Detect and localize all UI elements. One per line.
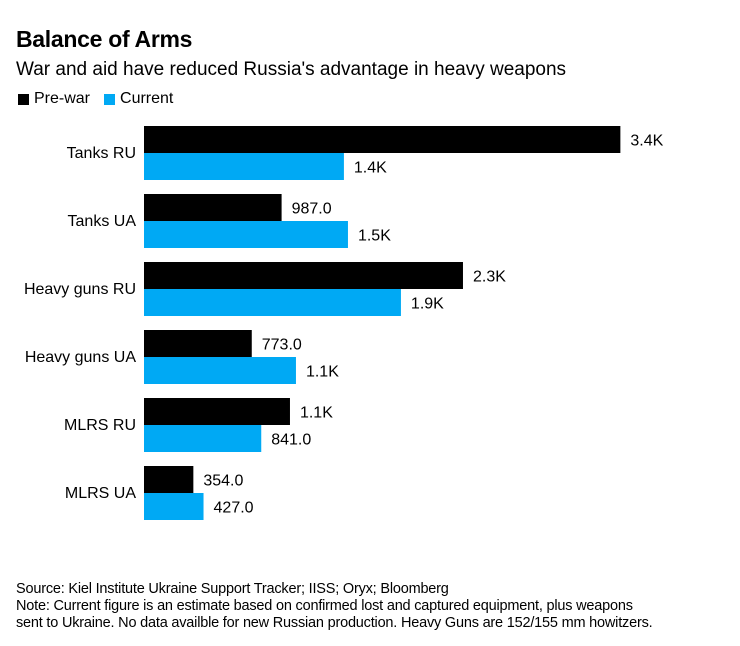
footnote-line-2: sent to Ukraine. No data availble for ne… xyxy=(16,615,653,631)
bar-tanks-ru-current xyxy=(144,153,344,180)
bar-tanks-ru-pre-war xyxy=(144,126,621,153)
legend: Pre-war Current xyxy=(18,90,187,108)
legend-label-pre-war: Pre-war xyxy=(34,90,91,107)
bar-mlrs-ru-pre-war xyxy=(144,398,290,425)
footnote-line-1: Note: Current figure is an estimate base… xyxy=(16,598,633,614)
bar-tanks-ua-pre-war xyxy=(144,194,282,221)
bar-mlrs-ua-pre-war xyxy=(144,466,194,493)
data-label-mlrs-ua-pre-war: 354.0 xyxy=(203,473,243,490)
legend-swatch-pre-war xyxy=(18,93,29,105)
data-label-tanks-ua-current: 1.5K xyxy=(358,228,391,245)
data-label-heavy-guns-ru-current: 1.9K xyxy=(411,296,444,313)
category-label-mlrs-ua: MLRS UA xyxy=(65,485,136,502)
data-label-heavy-guns-ua-current: 1.1K xyxy=(306,364,339,381)
data-label-tanks-ua-pre-war: 987.0 xyxy=(292,201,332,218)
category-label-tanks-ua: Tanks UA xyxy=(68,213,137,230)
legend-label-current: Current xyxy=(120,90,174,107)
category-label-heavy-guns-ua: Heavy guns UA xyxy=(25,349,136,366)
category-label-heavy-guns-ru: Heavy guns RU xyxy=(24,281,136,298)
bar-heavy-guns-ua-pre-war xyxy=(144,330,252,357)
data-label-heavy-guns-ua-pre-war: 773.0 xyxy=(262,337,302,354)
data-label-tanks-ru-current: 1.4K xyxy=(354,160,387,177)
bar-heavy-guns-ru-pre-war xyxy=(144,262,463,289)
data-label-mlrs-ru-current: 841.0 xyxy=(271,432,311,449)
legend-swatch-current xyxy=(104,93,116,105)
data-label-heavy-guns-ru-pre-war: 2.3K xyxy=(473,269,506,286)
category-label-tanks-ru: Tanks RU xyxy=(67,145,136,162)
bar-mlrs-ru-current xyxy=(144,425,262,452)
data-label-tanks-ru-pre-war: 3.4K xyxy=(630,133,663,150)
footer: Source: Kiel Institute Ukraine Support T… xyxy=(16,581,653,632)
legend-item-pre-war: Pre-war xyxy=(18,90,90,108)
bar-heavy-guns-ru-current xyxy=(144,289,401,316)
data-label-mlrs-ru-pre-war: 1.1K xyxy=(300,405,333,422)
bar-mlrs-ua-current xyxy=(144,493,204,520)
source-note: Source: Kiel Institute Ukraine Support T… xyxy=(16,581,449,597)
chart-subtitle: War and aid have reduced Russia's advant… xyxy=(16,59,567,80)
bar-plot: Tanks RU 3.4K 1.4K Tanks UA 987.0 1.5K Heavy g… xyxy=(24,126,664,520)
legend-item-current: Current xyxy=(104,90,173,108)
data-label-mlrs-ua-current: 427.0 xyxy=(214,500,254,517)
bar-tanks-ua-current xyxy=(144,221,348,248)
bar-heavy-guns-ua-current xyxy=(144,357,296,384)
chart-title: Balance of Arms xyxy=(16,26,193,52)
category-label-mlrs-ru: MLRS RU xyxy=(64,417,136,434)
